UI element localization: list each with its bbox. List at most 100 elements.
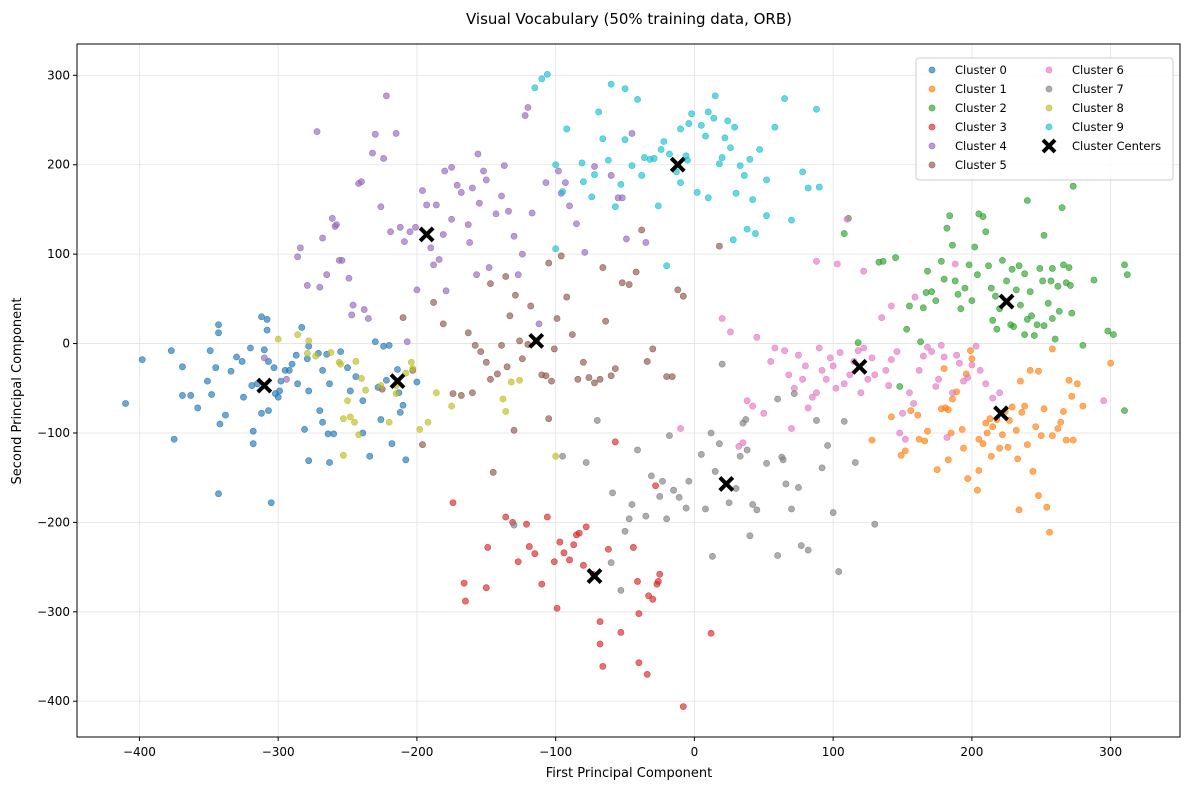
data-point	[656, 570, 664, 578]
data-point	[972, 342, 980, 350]
data-point	[760, 409, 768, 417]
data-point	[987, 284, 995, 292]
data-point	[628, 501, 636, 508]
data-point	[659, 477, 666, 485]
data-point	[582, 523, 590, 531]
legend-label: Cluster 9	[1072, 120, 1124, 134]
data-point	[352, 358, 360, 365]
data-point	[480, 167, 487, 175]
data-point	[518, 355, 526, 363]
data-point	[464, 329, 472, 337]
data-point	[1054, 425, 1062, 432]
data-point	[555, 167, 562, 175]
chart-title: Visual Vocabulary (50% training data, OR…	[466, 10, 792, 28]
data-point	[521, 112, 529, 119]
data-point	[240, 393, 247, 401]
data-point	[628, 162, 636, 170]
data-point	[194, 404, 202, 412]
data-point	[607, 372, 615, 380]
data-point	[922, 289, 930, 296]
data-point	[380, 155, 388, 162]
data-point	[749, 196, 757, 203]
data-point	[1043, 503, 1051, 511]
series-cluster-8	[274, 331, 560, 460]
data-point	[854, 339, 862, 347]
data-point	[670, 486, 677, 494]
data-point	[617, 586, 625, 594]
data-point	[500, 162, 508, 170]
x-axis-ticks: −400 −300 −200 −100 0 100 200 300	[123, 737, 1122, 759]
data-point	[559, 452, 566, 460]
data-point	[835, 568, 843, 575]
data-point	[607, 172, 615, 179]
y-tick-label: −400	[37, 694, 70, 708]
data-point	[906, 302, 913, 310]
data-point	[392, 390, 400, 398]
data-point	[582, 459, 590, 466]
data-point	[1021, 331, 1029, 339]
y-tick-label: 200	[47, 158, 70, 172]
data-point	[442, 287, 450, 295]
data-point	[392, 130, 400, 137]
data-point	[249, 427, 257, 435]
plot-area-frame	[76, 43, 1181, 738]
data-point	[514, 558, 522, 566]
data-point	[312, 352, 320, 360]
cluster-centers	[256, 156, 1015, 584]
data-point	[813, 389, 820, 397]
data-point	[339, 451, 347, 459]
data-point	[498, 192, 505, 200]
data-point	[975, 467, 983, 474]
data-point	[992, 292, 999, 300]
data-point	[593, 417, 601, 424]
data-point	[675, 493, 683, 501]
data-point	[543, 71, 551, 78]
y-tick-label: 100	[47, 247, 70, 261]
data-point	[1066, 282, 1074, 289]
data-point	[260, 354, 268, 362]
data-point	[489, 468, 497, 476]
data-point	[1048, 315, 1056, 322]
data-point	[911, 293, 919, 301]
data-point	[864, 375, 872, 383]
data-point	[349, 301, 357, 309]
data-point	[1021, 270, 1029, 278]
data-point	[469, 389, 476, 397]
data-point	[976, 366, 984, 374]
data-point	[512, 291, 519, 299]
y-tick-label: 300	[47, 68, 70, 82]
data-point	[591, 379, 598, 387]
data-point	[763, 212, 770, 220]
data-point	[1065, 376, 1073, 384]
data-point	[316, 407, 324, 415]
data-point	[388, 440, 396, 448]
legend-marker	[928, 66, 936, 74]
data-point	[581, 248, 589, 256]
data-point	[358, 375, 365, 382]
data-point	[258, 313, 265, 321]
data-point	[1023, 197, 1031, 204]
data-point	[727, 144, 734, 152]
data-point	[588, 193, 596, 201]
x-tick-label: −200	[400, 745, 433, 759]
data-point	[788, 505, 795, 513]
data-point	[568, 331, 576, 339]
data-point	[718, 360, 726, 368]
data-point	[274, 335, 282, 343]
data-point	[804, 404, 812, 412]
data-point	[285, 366, 293, 374]
data-point	[944, 406, 952, 414]
data-point	[1029, 468, 1037, 475]
data-point	[974, 271, 981, 279]
legend-label: Cluster 7	[1072, 82, 1124, 96]
data-point	[611, 365, 619, 372]
data-point	[940, 353, 948, 361]
data-point	[1014, 455, 1022, 463]
data-point	[621, 527, 629, 535]
y-axis-label: Second Principal Component	[10, 298, 25, 485]
data-point	[238, 358, 246, 365]
data-point	[843, 215, 851, 223]
data-point	[949, 241, 956, 249]
data-point	[736, 162, 744, 170]
data-point	[982, 380, 990, 388]
